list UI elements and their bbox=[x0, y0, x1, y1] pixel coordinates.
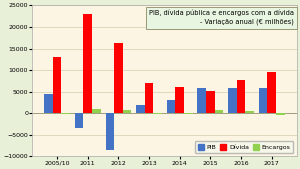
Bar bbox=[44, 94, 53, 113]
Bar bbox=[61, 113, 70, 114]
Bar bbox=[167, 100, 176, 113]
Bar bbox=[153, 113, 162, 114]
Bar bbox=[237, 80, 245, 113]
Bar bbox=[92, 109, 101, 113]
Bar bbox=[197, 88, 206, 113]
Text: PIB, dívida pública e encargos com a dívida
- Variação anual (€ milhões): PIB, dívida pública e encargos com a dív… bbox=[149, 10, 294, 26]
Bar bbox=[176, 87, 184, 113]
Bar bbox=[267, 72, 276, 113]
Legend: PIB, Dívida, Encargos: PIB, Dívida, Encargos bbox=[195, 141, 293, 153]
Bar bbox=[145, 83, 153, 113]
Bar bbox=[123, 110, 131, 113]
Bar bbox=[83, 14, 92, 113]
Bar bbox=[184, 113, 193, 114]
Bar bbox=[276, 113, 284, 115]
Bar bbox=[53, 57, 62, 113]
Bar bbox=[75, 113, 83, 128]
Bar bbox=[136, 105, 145, 113]
Bar bbox=[259, 88, 267, 113]
Bar bbox=[206, 91, 215, 113]
Bar bbox=[228, 88, 237, 113]
Bar bbox=[106, 113, 114, 150]
Bar bbox=[215, 110, 223, 113]
Bar bbox=[114, 43, 123, 113]
Bar bbox=[245, 111, 254, 113]
